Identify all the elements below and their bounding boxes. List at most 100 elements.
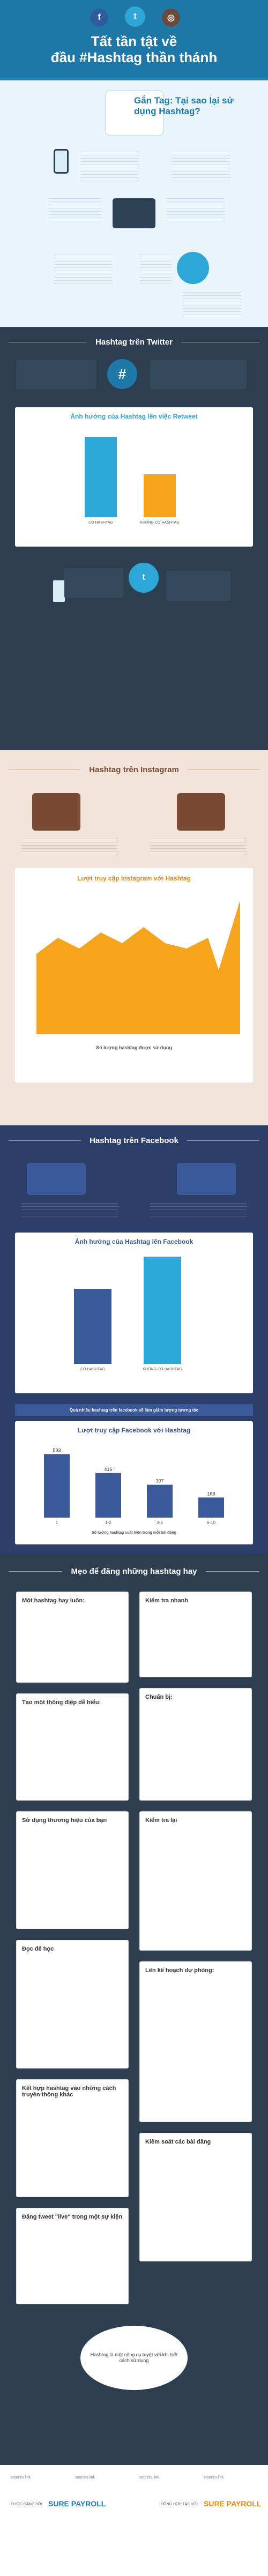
page-title: Tất tần tật về đầu #Hashtag thần thánh [50, 33, 218, 65]
instagram-chart-card: Lượt truy cập Instagram với Hashtag Số l… [15, 868, 253, 1082]
facebook-access-value-label: 307 [155, 1479, 163, 1484]
facebook-access-bar [44, 1454, 70, 1518]
intro-text-block [139, 252, 172, 284]
tip-card: Đăng tweet "live" trong một sự kiện [16, 2208, 129, 2304]
tip-card: Tạo một thông điệp dễ hiểu: [16, 1693, 129, 1801]
intro-heading: Gắn Tag: Tại sao lại sử dụng Hashtag? [134, 95, 234, 116]
instagram-phone-icon [32, 793, 80, 831]
speech-bubble-icon [105, 90, 164, 136]
tip-card: Kiểm tra lại [139, 1811, 252, 1951]
twitter-panel: Hashtag trên Twitter # Ảnh hưởng của Has… [0, 327, 268, 750]
facebook-icon: f [90, 9, 108, 27]
tip-heading: Đọc để học [22, 1946, 54, 1952]
intro-text-block [54, 252, 113, 284]
tip-card: Kiểm tra nhanh [139, 1592, 252, 1677]
twitter-icon: t [129, 563, 159, 593]
tip-card: Đọc để học [16, 1940, 129, 2069]
facebook-access-bar [198, 1497, 224, 1518]
instagram-text-block [150, 836, 247, 855]
tip-heading: Chuẩn bị: [145, 1694, 173, 1700]
instagram-chart-title: Lượt truy cập Instagram với Hashtag [77, 875, 191, 882]
footer-link[interactable]: sources link [75, 2476, 95, 2480]
phone-icon [54, 149, 69, 174]
instagram-x-label: Số lượng hashtag được sử dụng [96, 1045, 172, 1050]
instagram-panel: Hashtag trên Instagram Lượt truy cập Ins… [0, 750, 268, 1125]
globe-icon [177, 252, 209, 284]
twitter-heading: Hashtag trên Twitter [0, 334, 268, 349]
facebook-chart-icon [177, 1163, 236, 1195]
retweet-chart-title: Ảnh hưởng của Hashtag lên việc Retweet [70, 413, 198, 420]
retweet-bar-label: KHÔNG CÓ HASHTAG [140, 521, 180, 525]
tip-heading: Kiểm tra lại [145, 1817, 177, 1824]
tip-card: Một hashtag hay luôn: [16, 1592, 129, 1683]
tip-heading: Tạo một thông điệp dễ hiểu: [22, 1699, 101, 1706]
footer-panel: sources link sources link sources link s… [0, 2465, 268, 2576]
facebook-bar [144, 1257, 181, 1364]
tip-card: Chuẩn bị: [139, 1688, 252, 1801]
facebook-heading: Hashtag trên Facebook [0, 1133, 268, 1148]
tip-heading: Đăng tweet "live" trong một sự kiện [22, 2214, 123, 2220]
footer-brand: SURE PAYROLL [204, 2499, 262, 2508]
facebook-access-tick-label: 1-2 [105, 1520, 111, 1525]
tip-card: Lên kế hoạch dự phòng: [139, 1961, 252, 2122]
facebook-bar-label: CÓ HASHTAG [80, 1368, 105, 1371]
twitter-stat-card [64, 568, 123, 598]
tips-heading: Mẹo để đăng những hashtag hay [0, 1564, 268, 1579]
facebook-ribbon: Quá nhiều hashtag trên facebook sẽ làm g… [15, 1404, 253, 1416]
facebook-chart-card: Ảnh hưởng của Hashtag lên Facebook CÓ HA… [15, 1233, 253, 1393]
facebook-access-value-label: 593 [53, 1447, 61, 1453]
facebook-bar [74, 1289, 111, 1364]
instagram-area-chart [36, 900, 240, 1034]
intro-panel: Gắn Tag: Tại sao lại sử dụng Hashtag? [0, 80, 268, 327]
facebook-bar-label: KHÔNG CÓ HASHTAG [143, 1368, 182, 1371]
instagram-icon: ◎ [162, 9, 180, 27]
facebook-access-card: Lượt truy cập Facebook với Hashtag 593 1 4… [15, 1421, 253, 1544]
intro-text-block [166, 196, 225, 222]
retweet-bar [85, 437, 117, 517]
facebook-access-value-label: 416 [104, 1467, 112, 1472]
tip-heading: Kiểm soát các bài đăng [145, 2139, 211, 2145]
instagram-heading: Hashtag trên Instagram [0, 762, 268, 777]
footer-right-label: ĐỒNG HỢP TÁC VỚI [161, 2503, 198, 2506]
facebook-chart-title: Ảnh hưởng của Hashtag lên Facebook [75, 1238, 193, 1245]
facebook-access-tick-label: 6-10 [207, 1520, 216, 1525]
twitter-stat-card [150, 360, 247, 389]
footer-link[interactable]: sources link [139, 2476, 159, 2480]
retweet-bar [144, 474, 176, 517]
tip-card: Sử dụng thương hiệu của bạn [16, 1811, 129, 1929]
footer-link[interactable]: sources link [204, 2476, 224, 2480]
ad-phone-icon [113, 198, 155, 228]
instagram-text-block [21, 836, 118, 855]
facebook-access-bar [95, 1473, 121, 1518]
tip-heading: Một hashtag hay luôn: [22, 1597, 85, 1604]
tip-heading: Sử dụng thương hiệu của bạn [22, 1817, 107, 1824]
tip-card: Kết hợp hashtag vào những cách truyền th… [16, 2079, 129, 2197]
intro-text-block [172, 149, 230, 181]
footer-left-label: ĐƯỢC ĐĂNG BỞI [11, 2503, 42, 2506]
tip-heading: Kiểm tra nhanh [145, 1597, 189, 1604]
facebook-chart-icon [27, 1163, 86, 1195]
retweet-chart-card: Ảnh hưởng của Hashtag lên việc Retweet C… [15, 407, 253, 547]
facebook-access-tick-label: 1 [56, 1520, 58, 1525]
intro-text-block [182, 289, 241, 316]
closing-bubble: Hashtag là một công cụ tuyệt vời khi biế… [80, 2326, 188, 2390]
facebook-access-x-label: Số lượng hashtag xuất hiện trong mỗi bài… [92, 1531, 176, 1535]
facebook-access-tick-label: 3-5 [157, 1520, 163, 1525]
tip-heading: Kết hợp hashtag vào những cách truyền th… [22, 2085, 116, 2098]
facebook-access-title: Lượt truy cập Facebook với Hashtag [77, 1427, 191, 1434]
hashtag-icon: # [107, 359, 137, 389]
intro-text-block [80, 149, 139, 181]
twitter-stat-card [16, 360, 96, 389]
twitter-stat-card [166, 571, 230, 601]
retweet-bar-label: CÓ HASHTAG [88, 521, 113, 525]
twitter-icon: t [125, 6, 145, 27]
facebook-text-block [150, 1200, 247, 1216]
facebook-access-chart: 593 1 416 1-2 307 3-5 188 6-10 [44, 1447, 224, 1525]
tip-heading: Lên kế hoạch dự phòng: [145, 1967, 214, 1974]
tip-card: Kiểm soát các bài đăng [139, 2133, 252, 2261]
facebook-panel: Hashtag trên Facebook Ảnh hưởng của Hash… [0, 1125, 268, 1554]
facebook-access-bar [147, 1484, 173, 1518]
footer-link[interactable]: sources link [11, 2476, 31, 2480]
facebook-access-value-label: 188 [207, 1491, 215, 1496]
